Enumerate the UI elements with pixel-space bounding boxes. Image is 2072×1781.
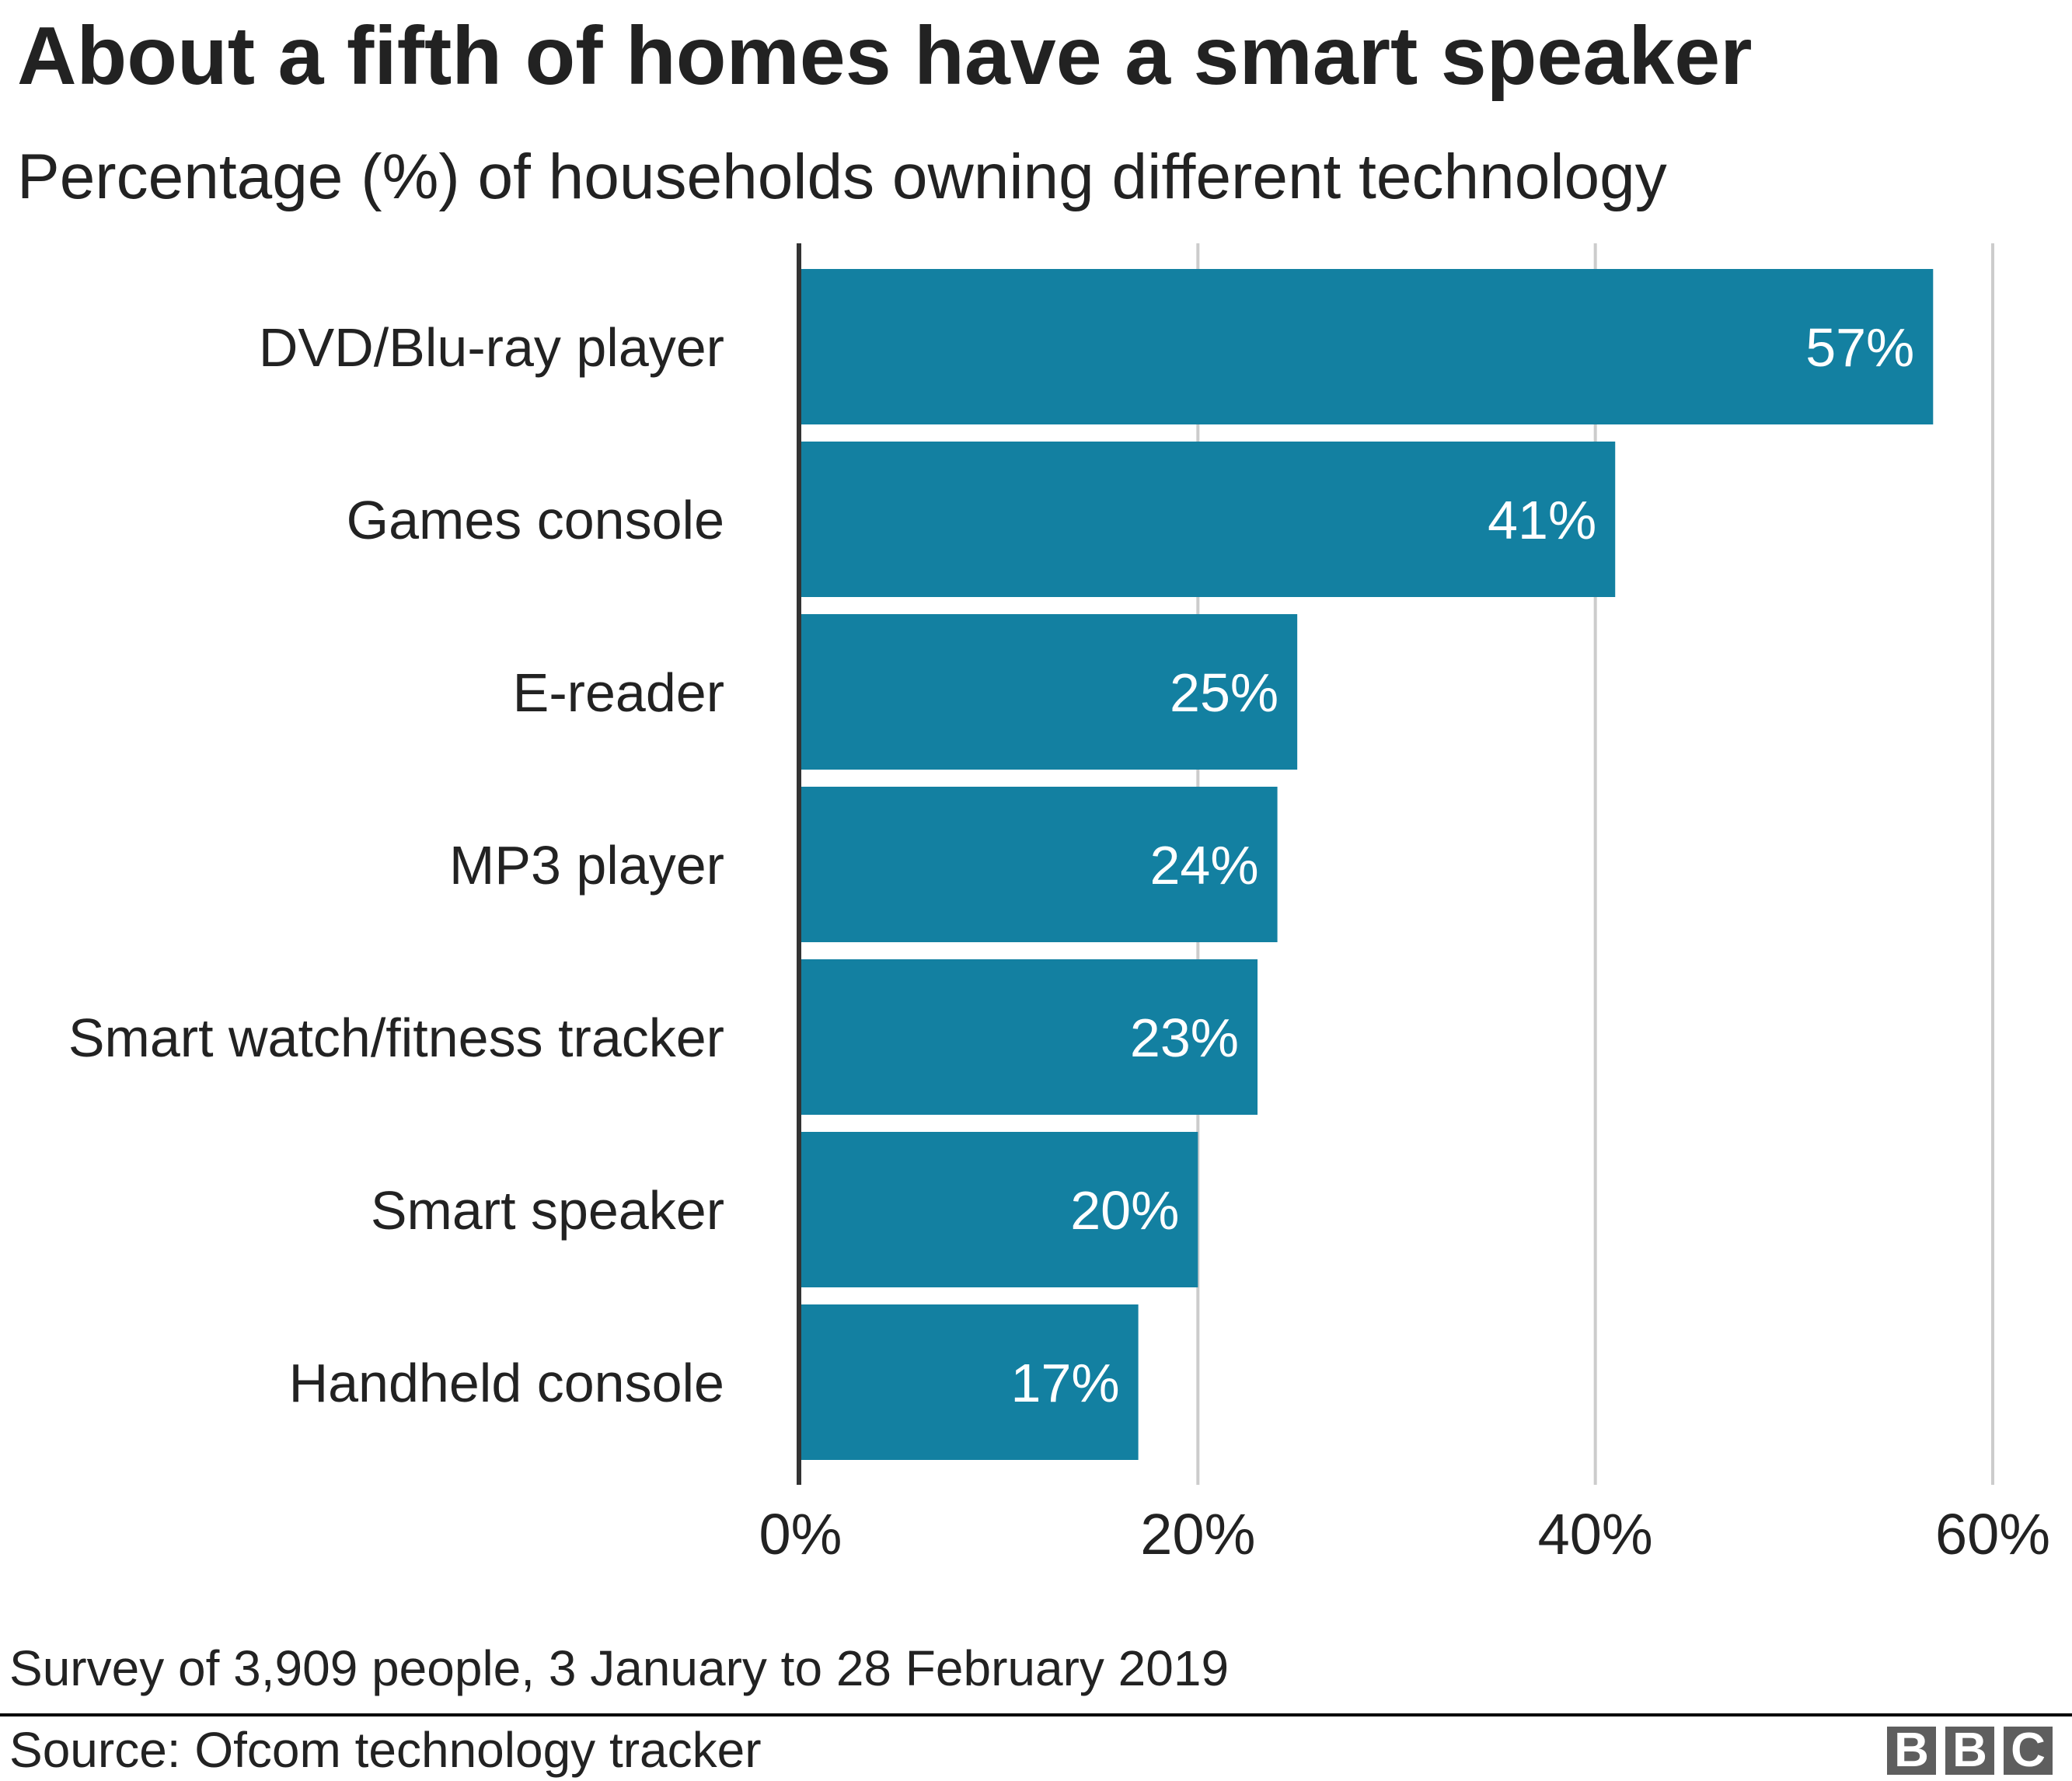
bar xyxy=(801,269,1934,424)
x-axis-ticks: 0% 20% 40% 60% xyxy=(759,1502,2051,1566)
logo-letter: B xyxy=(1952,1723,1987,1777)
bar xyxy=(801,1304,1139,1460)
data-label: 57% xyxy=(1805,317,1914,378)
bar xyxy=(801,442,1616,597)
logo-block xyxy=(1945,1727,1994,1775)
category-label: MP3 player xyxy=(449,835,724,896)
data-label: 20% xyxy=(1070,1180,1179,1241)
gridline xyxy=(1593,243,1597,1485)
chart-subtitle: Percentage (%) of households owning diff… xyxy=(17,141,1667,212)
category-label: Games console xyxy=(347,490,724,550)
category-label: Handheld console xyxy=(289,1353,724,1413)
zero-axis-line xyxy=(797,243,801,1485)
footnote: Survey of 3,909 people, 3 January to 28 … xyxy=(9,1640,1229,1696)
category-label: E-reader xyxy=(513,662,724,723)
x-tick-label: 0% xyxy=(759,1502,842,1566)
data-label: 17% xyxy=(1011,1353,1120,1413)
category-label: Smart speaker xyxy=(371,1180,724,1241)
logo-letter: B xyxy=(1894,1723,1929,1777)
x-tick-label: 40% xyxy=(1538,1502,1653,1566)
gridlines xyxy=(1196,243,1994,1485)
data-label: 41% xyxy=(1488,490,1596,550)
bar xyxy=(801,787,1278,942)
logo-block xyxy=(1887,1727,1936,1775)
bar xyxy=(801,959,1258,1115)
logo-letter: C xyxy=(2011,1723,2046,1777)
bar xyxy=(801,614,1298,770)
chart-title: About a fifth of homes have a smart spea… xyxy=(17,10,1752,102)
footer-divider xyxy=(0,1713,2072,1716)
data-label: 25% xyxy=(1170,662,1278,723)
x-tick-label: 20% xyxy=(1140,1502,1255,1566)
logo-block xyxy=(2004,1727,2053,1775)
x-tick-label: 60% xyxy=(1935,1502,2050,1566)
gridline xyxy=(1991,243,1994,1485)
category-label: DVD/Blu-ray player xyxy=(259,317,724,378)
source-text: Source: Ofcom technology tracker xyxy=(9,1722,762,1778)
bar xyxy=(801,1132,1198,1287)
category-label: Smart watch/fitness tracker xyxy=(68,1007,724,1068)
bars: DVD/Blu-ray player 57% Games console 41% E-r… xyxy=(68,269,1934,1460)
data-label: 23% xyxy=(1130,1007,1239,1068)
data-label: 24% xyxy=(1149,835,1258,896)
